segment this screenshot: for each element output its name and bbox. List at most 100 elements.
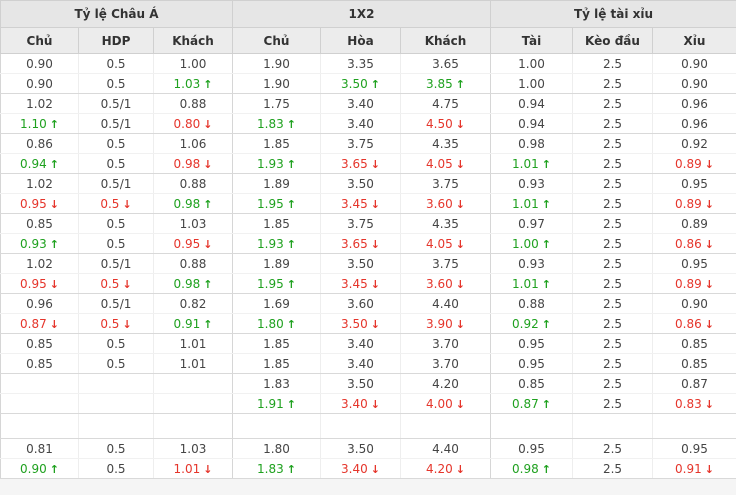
odds-value: 0.87 — [681, 376, 708, 391]
odds-value: 0.88 — [518, 296, 545, 311]
odds-value: 1.00 — [518, 76, 545, 91]
odds-value: 2.5 — [602, 96, 623, 111]
odds-cell: 0.92 ↑ — [490, 313, 573, 334]
odds-value: 0.5 — [106, 76, 126, 91]
col-header-home-ah: Chủ — [0, 27, 79, 54]
odds-value: 0.83 — [675, 396, 702, 411]
trend-down-icon: ↓ — [370, 462, 380, 476]
odds-cell: 1.90 — [232, 53, 321, 74]
odds-value: 0.82 — [179, 296, 207, 311]
odds-row: 0.94 ↑ 0.5 0.98 ↓ 1.93 ↑ 3.65 ↓ 4.05 ↓ 1.01 ↑ 2.5 0.89… — [0, 153, 736, 174]
odds-cell: 3.75 — [400, 253, 491, 274]
odds-value: 1.85 — [263, 136, 290, 151]
col-header-over: Tài — [490, 27, 573, 54]
odds-cell: 3.65 — [400, 53, 491, 74]
odds-value: 4.05 — [426, 156, 453, 171]
odds-cell: 1.02 — [0, 173, 79, 194]
odds-value: 4.00 — [426, 396, 453, 411]
odds-cell: 3.60 — [320, 293, 401, 314]
odds-value: 0.90 — [26, 76, 53, 91]
odds-value: 0.5 — [106, 356, 126, 371]
trend-up-icon: ↑ — [370, 77, 380, 91]
odds-cell: 1.10 ↑ — [0, 113, 79, 134]
odds-cell: 3.40 — [320, 353, 401, 374]
odds-cell: 0.5 — [78, 458, 154, 479]
odds-value: 3.35 — [347, 56, 374, 71]
odds-row: 0.90 ↑ 0.5 1.01 ↓ 1.83 ↑ 3.40 ↓ 4.20 ↓ 0.98 ↑ 2.5 0.91… — [0, 458, 736, 479]
odds-value: 1.85 — [263, 216, 290, 231]
odds-value: 3.65 — [432, 56, 459, 71]
odds-cell: 1.01 ↓ — [153, 458, 233, 479]
odds-value: 3.75 — [432, 176, 459, 191]
odds-row: 1.83 3.50 4.20 0.85 2.5 0.87 — [0, 373, 736, 394]
odds-cell: 1.03 — [153, 213, 233, 234]
odds-cell: 3.75 — [400, 173, 491, 194]
odds-value: 0.90 — [681, 56, 708, 71]
odds-row: 1.10 ↑ 0.5/1 0.80 ↓ 1.83 ↑ 3.40 4.50 ↓ 0.94 2.5 0.96 — [0, 113, 736, 134]
odds-value: 3.65 — [341, 156, 368, 171]
odds-value: 2.5 — [602, 441, 623, 456]
odds-value: 3.40 — [347, 356, 374, 371]
odds-value: 0.80 — [173, 116, 201, 131]
odds-cell: 0.87 — [652, 373, 736, 394]
trend-up-icon: ↑ — [541, 462, 551, 476]
odds-cell: 0.90 — [652, 293, 736, 314]
odds-value: 0.94 — [20, 156, 47, 171]
odds-value: 0.86 — [675, 236, 702, 251]
odds-row: 0.90 0.5 1.00 1.90 3.35 3.65 1.00 2.5 0.90 — [0, 53, 736, 74]
odds-value: 3.50 — [347, 441, 374, 456]
odds-value: 3.40 — [347, 116, 374, 131]
odds-value: 1.95 — [257, 196, 284, 211]
trend-down-icon: ↓ — [370, 317, 380, 331]
odds-value: 0.85 — [518, 376, 545, 391]
odds-value: 3.90 — [426, 316, 453, 331]
odds-cell: 3.50 — [320, 373, 401, 394]
trend-down-icon: ↓ — [370, 277, 380, 291]
trend-down-icon: ↓ — [704, 462, 714, 476]
trend-up-icon: ↑ — [49, 462, 59, 476]
odds-cell: 1.95 ↑ — [232, 193, 321, 214]
odds-value: 0.95 — [518, 336, 545, 351]
odds-cell: 0.85 — [652, 353, 736, 374]
odds-value: 0.94 — [518, 96, 545, 111]
trend-up-icon: ↑ — [203, 77, 213, 91]
odds-value: 1.80 — [257, 316, 284, 331]
odds-value: 2.5 — [602, 276, 623, 291]
odds-value: 0.88 — [179, 96, 207, 111]
odds-row: 0.96 0.5/1 0.82 1.69 3.60 4.40 0.88 2.5 0.90 — [0, 293, 736, 314]
odds-value: 3.75 — [432, 256, 459, 271]
odds-value: 0.89 — [681, 216, 708, 231]
odds-value: 0.97 — [518, 216, 545, 231]
odds-value: 0.87 — [20, 316, 47, 331]
odds-cell: 4.20 — [400, 373, 491, 394]
odds-value: 2.5 — [602, 356, 623, 371]
odds-value: 0.5 — [100, 316, 120, 331]
odds-cell: 0.5 ↓ — [78, 313, 154, 334]
odds-value: 0.98 — [173, 196, 201, 211]
odds-cell: 0.90 — [0, 53, 79, 74]
odds-value: 0.96 — [681, 96, 708, 111]
odds-value: 4.35 — [432, 216, 459, 231]
trend-down-icon: ↓ — [455, 117, 465, 131]
odds-cell: 0.88 — [490, 293, 573, 314]
odds-cell: 3.50 — [320, 253, 401, 274]
odds-value: 3.65 — [341, 236, 368, 251]
odds-value: 1.89 — [263, 176, 290, 191]
odds-cell: 2.5 — [572, 333, 653, 354]
trend-up-icon: ↑ — [49, 237, 59, 251]
odds-row: 0.95 ↓ 0.5 ↓ 0.98 ↑ 1.95 ↑ 3.45 ↓ 3.60 ↓ 1.01 ↑ 2.5 0.8… — [0, 273, 736, 294]
odds-value: 3.45 — [341, 196, 368, 211]
odds-value: 1.93 — [257, 236, 284, 251]
trend-down-icon: ↓ — [455, 397, 465, 411]
odds-value: 3.75 — [347, 136, 374, 151]
odds-cell: 0.85 — [0, 353, 79, 374]
odds-cell: 2.5 — [572, 93, 653, 114]
odds-cell: 3.50 — [320, 438, 401, 459]
odds-cell: 0.90 ↑ — [0, 458, 79, 479]
odds-cell: 3.90 ↓ — [400, 313, 491, 334]
odds-cell: 0.86 ↓ — [652, 233, 736, 254]
odds-value: 0.96 — [681, 116, 708, 131]
odds-cell: 3.65 ↓ — [320, 153, 401, 174]
odds-cell: 1.00 — [490, 73, 573, 94]
odds-cell: 1.00 — [153, 53, 233, 74]
